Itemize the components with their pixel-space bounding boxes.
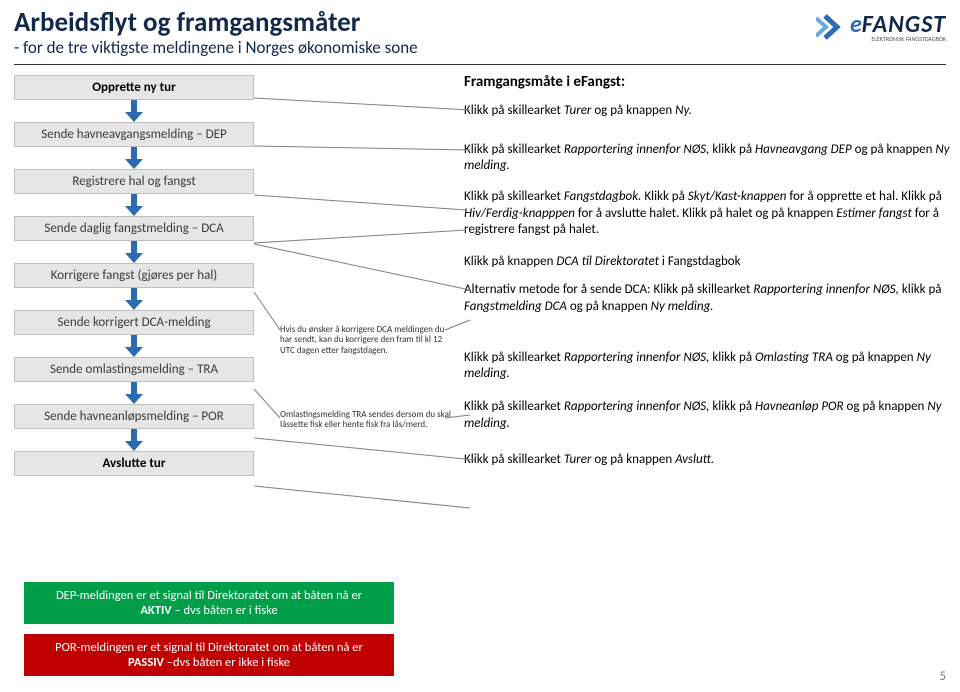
right-row-avslutt: Klikk på skillearket Turer og på knappen… xyxy=(464,452,959,469)
flow-arrow-icon xyxy=(14,288,254,310)
mid-note-tra: Omlastingsmelding TRA sendes dersom du s… xyxy=(280,410,458,431)
right-row-dep: Klikk på skillearket Rapportering innenf… xyxy=(464,142,959,175)
signal-text: POR-meldingen er et signal til Direktora… xyxy=(30,640,388,655)
flow-arrow-icon xyxy=(14,429,254,451)
right-row-dca-dir: Klikk på knappen DCA til Direktoratet i … xyxy=(464,254,959,271)
flow-registrere: Registrere hal og fangst xyxy=(14,169,254,194)
main-grid: Opprette ny tur Sende havneavgangsmeldin… xyxy=(0,65,960,476)
right-row-turer-ny: Klikk på skillearket Turer og på knappen… xyxy=(464,103,959,120)
flow-tra: Sende omlastingsmelding – TRA xyxy=(14,357,254,382)
flow-korrigere: Korrigere fangst (gjøres per hal) xyxy=(14,263,254,288)
flow-arrow-icon xyxy=(14,241,254,263)
flow-arrow-icon xyxy=(14,382,254,404)
flow-column: Opprette ny tur Sende havneavgangsmeldin… xyxy=(14,73,274,476)
page-number: 5 xyxy=(939,669,946,684)
mid-notes-column: Hvis du ønsker å korrigere DCA meldingen… xyxy=(274,73,464,476)
signal-boxes: DEP-meldingen er et signal til Direktora… xyxy=(24,582,394,676)
right-row-por: Klikk på skillearket Rapportering innenf… xyxy=(464,399,959,432)
flow-arrow-icon xyxy=(14,147,254,169)
signal-text: AKTIV – dvs båten er i fiske xyxy=(30,603,388,618)
signal-dep-aktiv: DEP-meldingen er et signal til Direktora… xyxy=(24,582,394,624)
page-title: Arbeidsflyt og framgangsmåter xyxy=(14,6,946,39)
flow-korrigert-dca: Sende korrigert DCA-melding xyxy=(14,310,254,335)
flow-dca: Sende daglig fangstmelding – DCA xyxy=(14,216,254,241)
logo-chevrons-icon xyxy=(816,14,844,40)
mid-note-dca: Hvis du ønsker å korrigere DCA meldingen… xyxy=(280,325,458,356)
signal-por-passiv: POR-meldingen er et signal til Direktora… xyxy=(24,634,394,676)
right-column: Framgangsmåte i eFangst: Klikk på skille… xyxy=(464,73,959,476)
flow-avslutte: Avslutte tur xyxy=(14,451,254,476)
right-row-tra: Klikk på skillearket Rapportering innenf… xyxy=(464,350,959,383)
flow-arrow-icon xyxy=(14,335,254,357)
flow-arrow-icon xyxy=(14,194,254,216)
flow-dep: Sende havneavgangsmelding – DEP xyxy=(14,122,254,147)
efangst-logo: e FANGST ELEKTRONISK FANGSTDAGBOK xyxy=(816,10,946,43)
right-header: Framgangsmåte i eFangst: xyxy=(464,73,959,91)
logo-text-wrap: e FANGST ELEKTRONISK FANGSTDAGBOK xyxy=(850,10,946,43)
slide-header: Arbeidsflyt og framgangsmåter - for de t… xyxy=(0,0,960,62)
page-subtitle: - for de tre viktigste meldingene i Norg… xyxy=(14,37,946,58)
signal-text: PASSIV –dvs båten er ikke i fiske xyxy=(30,655,388,670)
flow-opprette-tur: Opprette ny tur xyxy=(14,75,254,100)
logo-e: e xyxy=(850,10,862,39)
flow-arrow-icon xyxy=(14,100,254,122)
signal-text: DEP-meldingen er et signal til Direktora… xyxy=(30,588,388,603)
right-row-alt-dca: Alternativ metode for å sende DCA: Klikk… xyxy=(464,282,959,315)
flow-por: Sende havneanløpsmelding – POR xyxy=(14,404,254,429)
right-row-fangstdagbok: Klikk på skillearket Fangstdagbok. Klikk… xyxy=(464,189,959,239)
